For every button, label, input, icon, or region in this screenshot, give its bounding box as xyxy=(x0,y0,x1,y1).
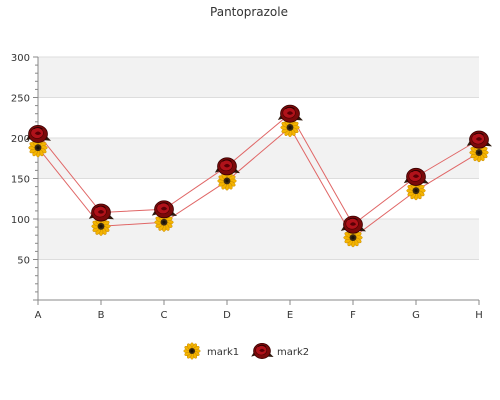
x-tick-label: A xyxy=(35,310,42,321)
x-tick-label: H xyxy=(475,310,483,321)
y-tick-label: 100 xyxy=(11,215,30,226)
rose-leaf xyxy=(422,179,430,184)
rose-icon xyxy=(88,203,115,222)
x-tick-label: D xyxy=(223,310,231,321)
rose-inner-petals xyxy=(286,111,294,115)
rose-icon xyxy=(151,200,178,219)
rose-inner-petals xyxy=(34,131,42,136)
rose-inner-petals xyxy=(223,163,231,168)
rose-inner-petals xyxy=(259,348,265,352)
sunflower-seed xyxy=(99,224,103,228)
sunflower-seed xyxy=(36,146,40,150)
rose-petal-edge xyxy=(222,159,232,162)
rose-leaf xyxy=(340,226,347,231)
rose-petal-edge xyxy=(96,205,106,208)
y-tick-label: 150 xyxy=(11,175,30,186)
sunflower-icon xyxy=(28,138,48,158)
rose-petal-edge xyxy=(411,169,421,173)
rose-inner-petals xyxy=(475,137,483,141)
rose-leaf xyxy=(268,353,274,357)
rose-petal-edge xyxy=(285,106,295,110)
grid-band xyxy=(38,57,479,98)
rose-icon xyxy=(340,215,367,234)
sunflower-seed xyxy=(288,125,292,130)
rose-petal-edge xyxy=(348,217,358,221)
rose-petal-edge xyxy=(33,127,43,130)
sunflower-seed xyxy=(190,349,194,353)
sunflower-icon xyxy=(343,228,363,248)
rose-leaf xyxy=(151,211,158,216)
legend: mark1 mark2 xyxy=(183,342,309,360)
rose-icon xyxy=(214,157,241,176)
x-tick-label: F xyxy=(350,310,356,321)
rose-leaf xyxy=(233,169,241,174)
rose-leaf xyxy=(25,135,32,141)
rose-inner-petals xyxy=(97,210,105,214)
legend-label: mark2 xyxy=(277,347,309,358)
x-tick-label: E xyxy=(287,310,293,321)
sunflower-seed xyxy=(225,179,229,183)
rose-leaf xyxy=(296,116,304,121)
x-tick-label: C xyxy=(161,310,168,321)
sunflower-seed xyxy=(162,220,166,224)
legend-item: mark1 xyxy=(183,342,239,360)
rose-icon xyxy=(25,124,52,143)
sunflower-seed xyxy=(414,189,418,193)
axes: 50 100 150 200 250 300 A B C D E F G H xyxy=(11,53,483,321)
rose-leaf xyxy=(403,178,410,184)
rose-petal-edge xyxy=(474,132,484,136)
rose-leaf xyxy=(359,227,367,232)
sunflower-icon xyxy=(183,342,201,360)
series-line-mark2 xyxy=(37,112,480,226)
rose-inner-petals xyxy=(349,222,357,226)
rose-inner-petals xyxy=(160,206,168,211)
rose-leaf xyxy=(107,215,115,220)
rose-leaf xyxy=(214,168,221,173)
x-tick-label: B xyxy=(98,310,105,321)
series-lines xyxy=(37,112,480,239)
rose-petal-edge xyxy=(257,344,267,347)
sunflower-icon xyxy=(91,216,111,236)
rose-leaf xyxy=(466,141,473,146)
y-tick-label: 250 xyxy=(11,94,30,105)
rose-leaf xyxy=(277,115,284,120)
sunflower-seed xyxy=(477,150,481,155)
grid-band xyxy=(38,138,479,179)
rose-inner-petals xyxy=(412,174,420,179)
rose-petal-edge xyxy=(159,202,169,205)
y-tick-label: 200 xyxy=(11,134,30,145)
legend-label: mark1 xyxy=(207,347,239,358)
sunflower-icon xyxy=(406,181,426,201)
grid-bands xyxy=(38,57,479,260)
series-line-mark1 xyxy=(37,126,480,239)
y-tick-label: 50 xyxy=(17,256,30,267)
y-tick-label: 300 xyxy=(11,53,30,64)
rose-icon xyxy=(403,167,430,186)
rose-leaf xyxy=(485,142,493,147)
legend-item: mark2 xyxy=(251,342,309,359)
series-markers xyxy=(25,104,493,248)
rose-icon xyxy=(466,130,493,149)
sunflower-seed xyxy=(351,236,355,240)
rose-leaf xyxy=(44,136,52,141)
rose-leaf xyxy=(170,211,178,217)
chart-title: Pantoprazole xyxy=(210,5,288,19)
rose-icon xyxy=(251,342,274,359)
rose-leaf xyxy=(88,214,95,219)
rose-icon xyxy=(277,104,304,123)
x-tick-label: G xyxy=(412,310,420,321)
